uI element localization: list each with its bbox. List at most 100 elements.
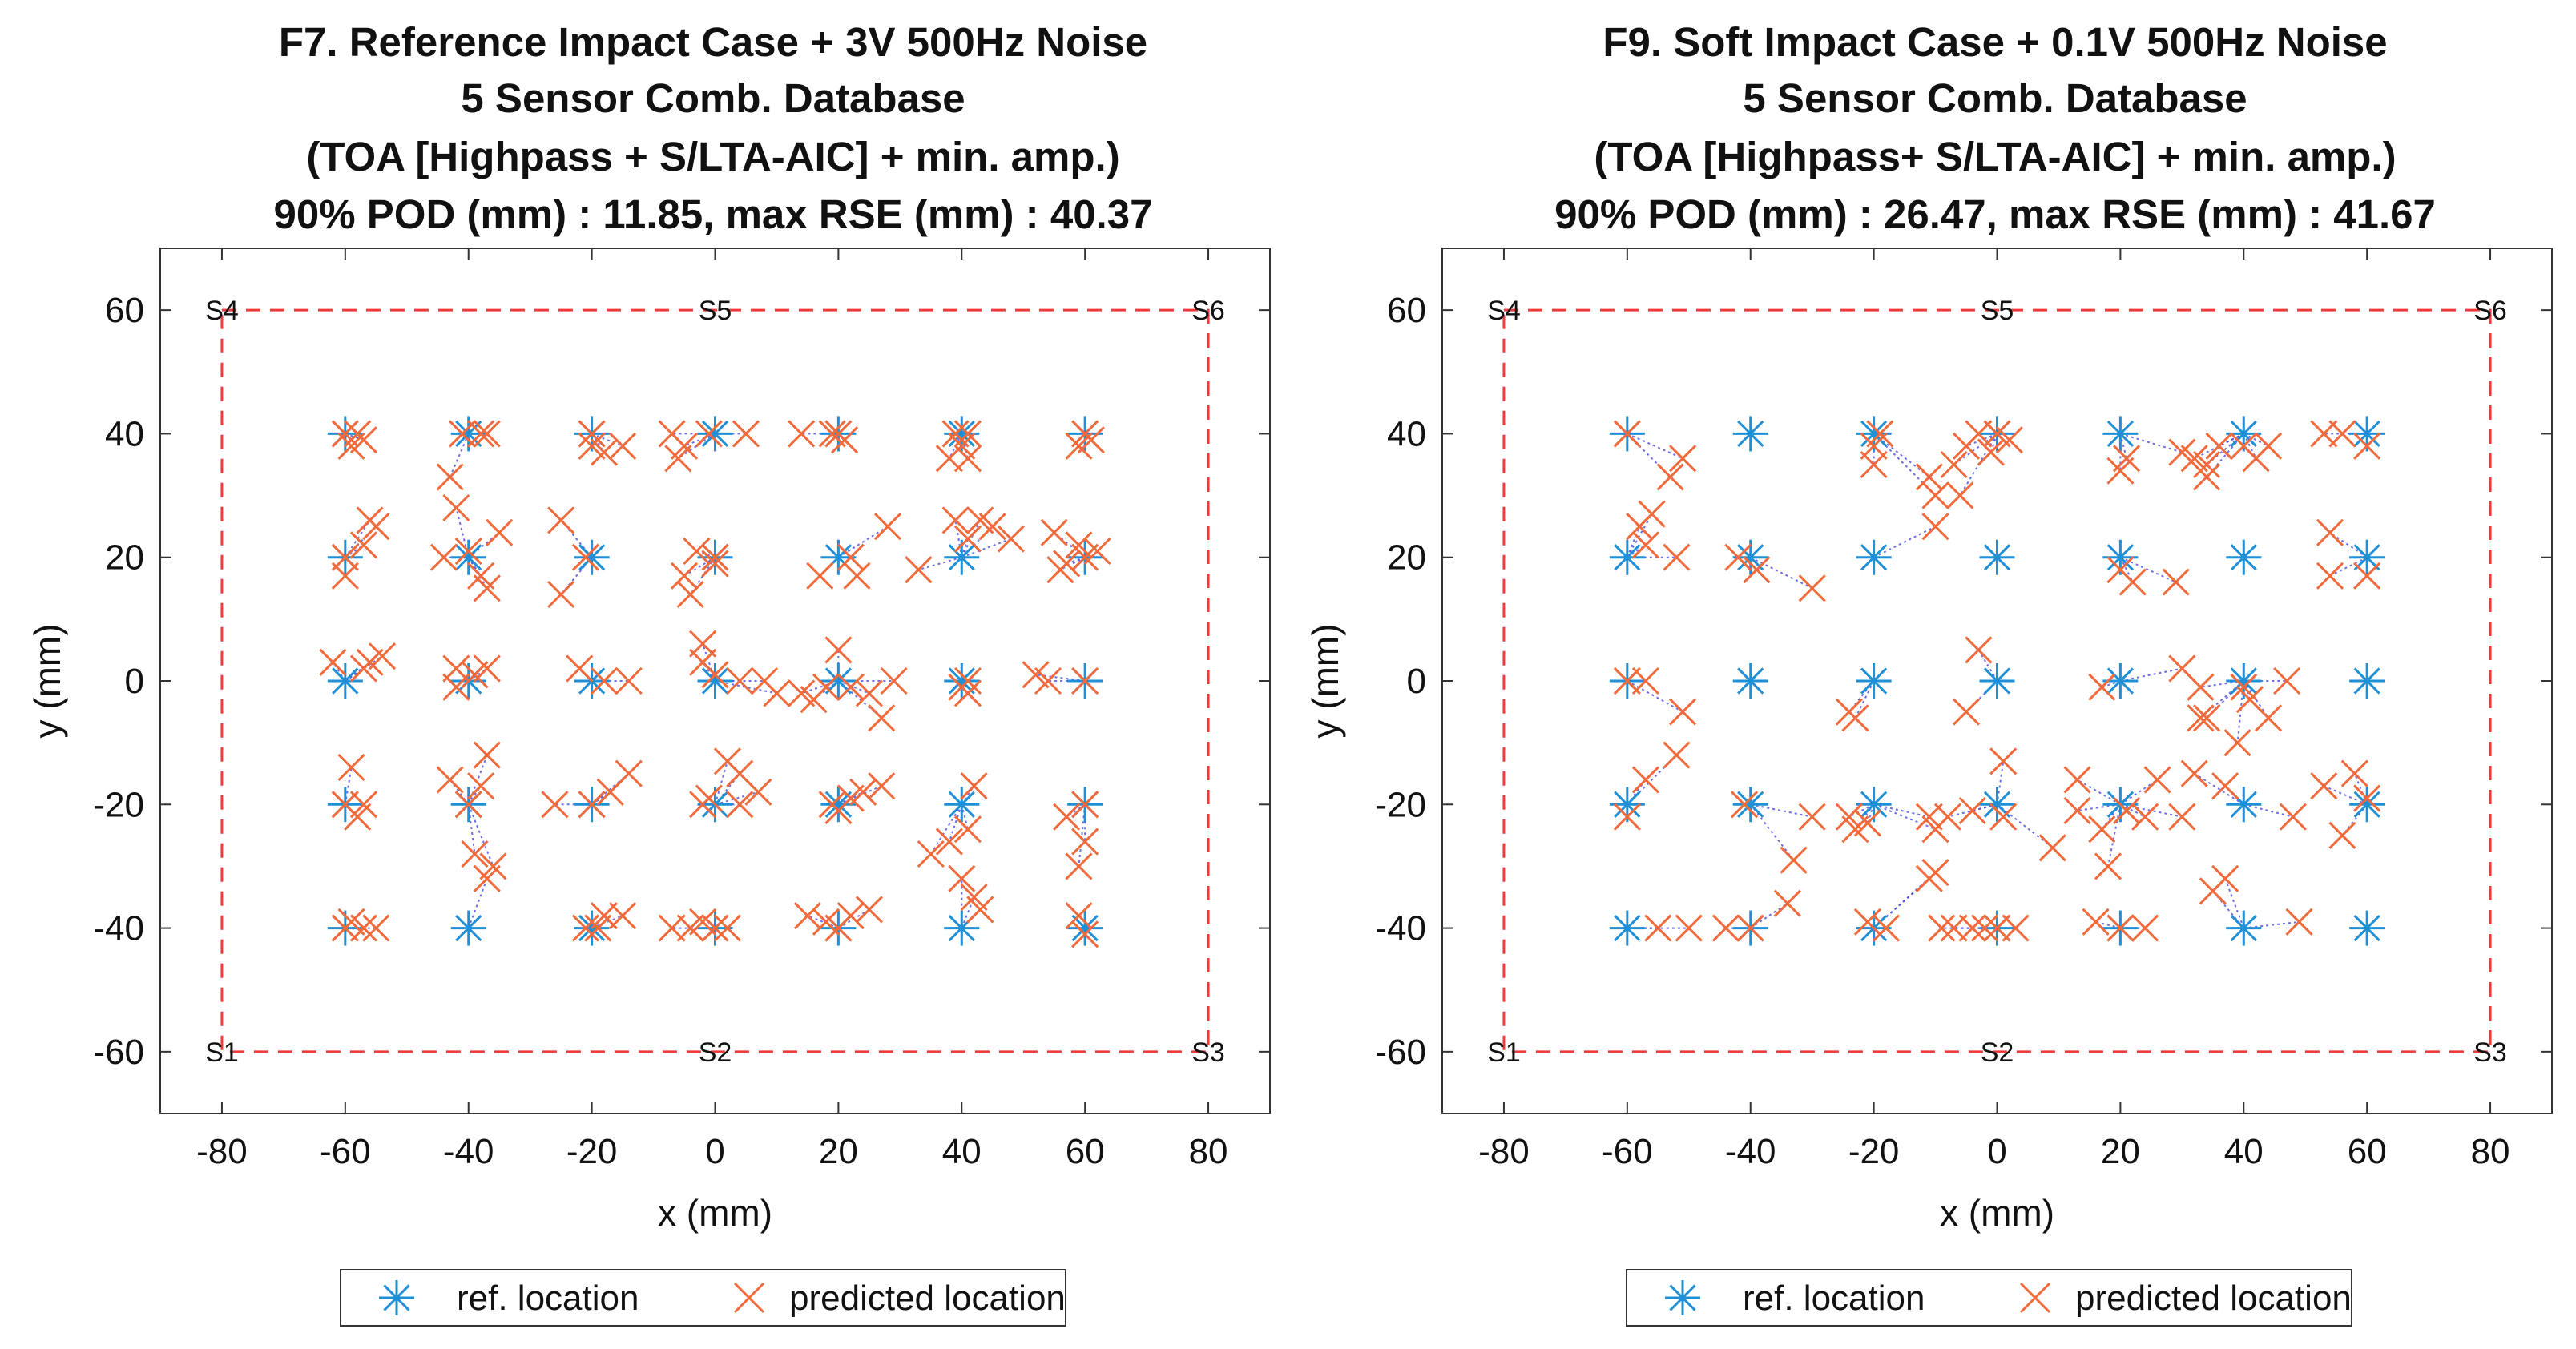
cross-stroke-2 xyxy=(349,914,377,942)
star-stroke-d2 xyxy=(1737,420,1764,448)
predicted-location-point xyxy=(1040,518,1068,546)
cross-stroke-2 xyxy=(1071,920,1099,948)
star-stroke-d2 xyxy=(2230,914,2257,942)
cross-stroke-2 xyxy=(436,463,464,491)
cross-stroke-2 xyxy=(2279,803,2307,831)
cross-stroke-2 xyxy=(701,661,729,689)
link-line xyxy=(961,804,969,830)
cross-stroke-2 xyxy=(1663,543,1691,571)
predicted-location-point xyxy=(1711,914,1740,942)
star-stroke-d2 xyxy=(824,791,853,818)
cross-stroke-2 xyxy=(849,778,877,806)
predicted-location-point xyxy=(467,420,495,448)
cross-stroke-2 xyxy=(442,673,470,701)
ref-location-point xyxy=(1979,539,2015,575)
predicted-location-point xyxy=(948,864,976,892)
predicted-location-point xyxy=(855,679,883,707)
predicted-location-point xyxy=(1046,556,1074,584)
cross-stroke-2 xyxy=(2118,568,2147,596)
predicted-location-point xyxy=(1971,914,1999,942)
sensor-label-s6: S6 xyxy=(2473,296,2507,326)
star-stroke-d2 xyxy=(948,791,975,818)
cross-stroke-2 xyxy=(1053,803,1081,831)
predicted-location-point xyxy=(2082,908,2110,936)
predicted-location-point xyxy=(349,531,377,559)
x-tick-label: 80 xyxy=(1189,1132,1228,1171)
cross-stroke-2 xyxy=(880,666,908,695)
y-tick-label: 20 xyxy=(105,538,144,578)
predicted-location-point xyxy=(1952,698,1981,726)
cross-stroke-2 xyxy=(1995,426,2023,454)
cross-stroke-2 xyxy=(349,791,377,819)
star-stroke-d2 xyxy=(2230,544,2257,571)
ref-location-point xyxy=(2226,910,2262,946)
cross-stroke-2 xyxy=(1971,914,1999,942)
cross-stroke-2 xyxy=(2063,766,2091,794)
cross-stroke-2 xyxy=(1711,914,1740,942)
star-stroke-d2 xyxy=(578,544,606,571)
predicted-location-point xyxy=(2063,766,2091,794)
link-line xyxy=(677,433,716,460)
cross-stroke-2 xyxy=(905,556,933,584)
cross-stroke-2 xyxy=(1915,864,1943,892)
star-stroke-d2 xyxy=(1860,544,1888,571)
cross-stroke-2 xyxy=(1743,556,1771,584)
sensor-label-s6: S6 xyxy=(1191,296,1225,326)
cross-stroke-2 xyxy=(1736,914,1764,942)
x-tick-label: 40 xyxy=(942,1132,982,1171)
cross-stroke-2 xyxy=(486,518,514,546)
cross-stroke-2 xyxy=(1663,741,1691,769)
predicted-location-point xyxy=(695,420,723,448)
predicted-location-point xyxy=(2106,457,2135,485)
cross-stroke-2 xyxy=(917,840,945,868)
star-stroke-d2 xyxy=(1614,914,1641,942)
cross-stroke-2 xyxy=(1860,450,1888,479)
predicted-location-point xyxy=(2193,463,2221,491)
cross-stroke-2 xyxy=(2187,704,2215,732)
cross-stroke-2 xyxy=(2193,704,2221,732)
star-stroke-d2 xyxy=(948,420,975,448)
cross-stroke-2 xyxy=(2340,759,2368,787)
predicted-location-point xyxy=(362,914,390,942)
predicted-location-point xyxy=(726,666,754,695)
cross-stroke-2 xyxy=(683,537,711,566)
cross-stroke-2 xyxy=(806,562,834,590)
sensor-label-s5: S5 xyxy=(1981,296,2014,326)
predicted-location-point xyxy=(1644,914,1672,942)
ref-location-point xyxy=(450,539,486,575)
star-stroke-d2 xyxy=(1860,791,1888,818)
x-tick-label: -80 xyxy=(196,1132,248,1171)
cross-stroke-2 xyxy=(935,445,963,473)
ref-location-point xyxy=(697,416,733,452)
cross-stroke-2 xyxy=(1965,636,1993,664)
predicted-location-point xyxy=(1860,450,1888,479)
ref-location-point xyxy=(2102,416,2139,452)
star-stroke-d2 xyxy=(2353,914,2380,942)
star-stroke-d2 xyxy=(2230,420,2257,448)
star-stroke-d2 xyxy=(2106,544,2135,571)
predicted-location-point xyxy=(1736,914,1764,942)
legend: ref. location predicted location xyxy=(340,1269,1066,1327)
cross-stroke-2 xyxy=(695,420,723,448)
cross-stroke-2 xyxy=(571,914,599,942)
link-line xyxy=(837,526,889,558)
x-tick-label: -40 xyxy=(443,1132,494,1171)
star-stroke-d2 xyxy=(383,1284,410,1311)
predicted-location-point xyxy=(1780,846,1808,874)
link-line xyxy=(1848,803,1875,818)
cross-stroke-2 xyxy=(2211,864,2239,892)
link-line xyxy=(1873,526,1937,558)
predicted-location-point xyxy=(868,772,896,800)
cross-stroke-2 xyxy=(873,513,902,541)
cross-stroke-2 xyxy=(997,525,1025,553)
link-line xyxy=(929,803,963,855)
cross-stroke-2 xyxy=(960,883,988,912)
predicted-location-point xyxy=(997,525,1025,553)
link-line xyxy=(837,680,882,719)
predicted-location-point xyxy=(1626,513,1654,541)
link-line xyxy=(2119,803,2146,818)
star-stroke-d2 xyxy=(2353,544,2380,571)
star-stroke-d2 xyxy=(948,544,975,571)
ref-location-point xyxy=(1609,539,1645,575)
predicted-location-point xyxy=(670,562,699,590)
